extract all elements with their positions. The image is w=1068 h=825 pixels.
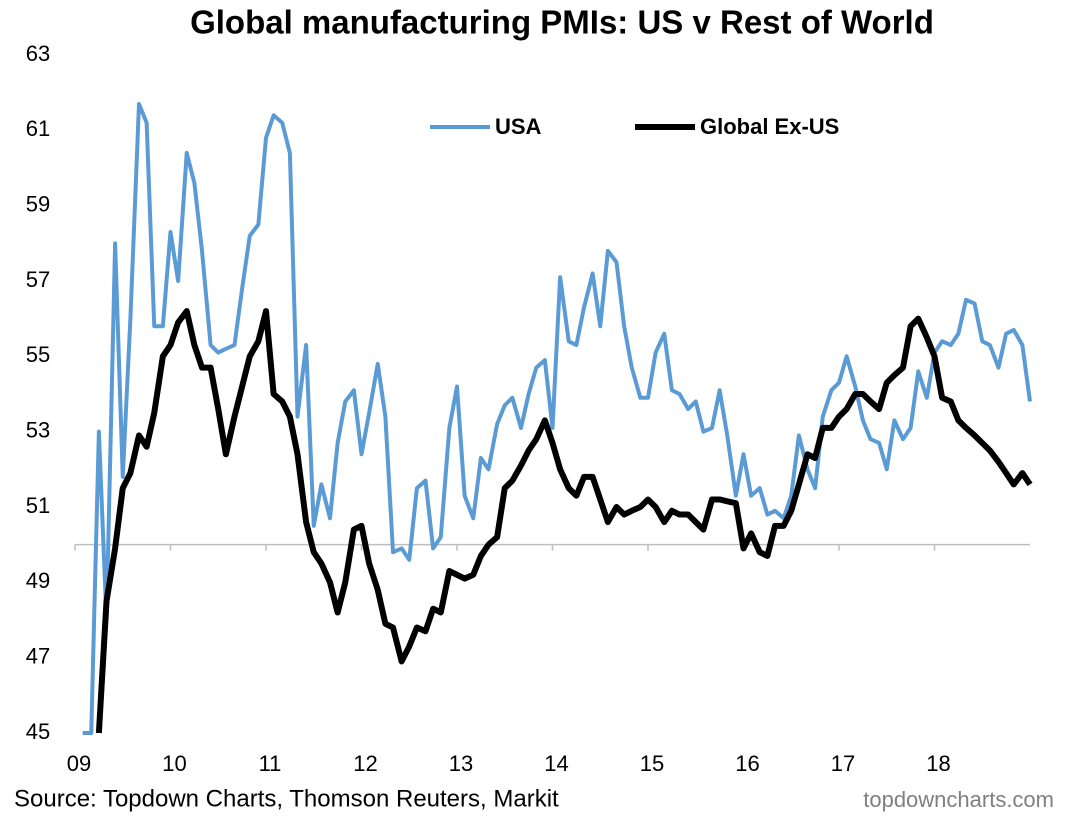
legend-label: USA <box>495 114 542 139</box>
x-tick-label: 10 <box>162 751 186 776</box>
y-tick-label: 51 <box>26 493 50 518</box>
y-tick-label: 53 <box>26 417 50 442</box>
y-tick-label: 61 <box>26 116 50 141</box>
x-tick-label: 14 <box>544 751 568 776</box>
y-tick-label: 45 <box>26 719 50 744</box>
x-tick-label: 15 <box>640 751 664 776</box>
x-tick-label: 12 <box>353 751 377 776</box>
source: Source: Topdown Charts, Thomson Reuters,… <box>14 785 559 812</box>
y-tick-label: 49 <box>26 568 50 593</box>
legend-label: Global Ex-US <box>700 114 839 139</box>
y-tick-label: 63 <box>26 41 50 66</box>
series-line <box>82 101 1032 735</box>
x-tick-label: 13 <box>449 751 473 776</box>
y-tick-label: 55 <box>26 342 50 367</box>
y-tick-label: 47 <box>26 643 50 668</box>
chart-title: Global manufacturing PMIs: US v Rest of … <box>190 4 934 41</box>
x-tick-label: 16 <box>735 751 759 776</box>
plot-area <box>82 101 1033 735</box>
x-tick-label: 18 <box>926 751 950 776</box>
y-tick-label: 59 <box>26 191 50 216</box>
y-tick-label: 57 <box>26 267 50 292</box>
x-tick-label: 11 <box>259 751 282 776</box>
watermark: topdowncharts.com <box>863 787 1054 812</box>
x-tick-label: 09 <box>67 751 91 776</box>
x-tick-label: 17 <box>831 751 855 776</box>
series-line <box>95 308 1033 734</box>
